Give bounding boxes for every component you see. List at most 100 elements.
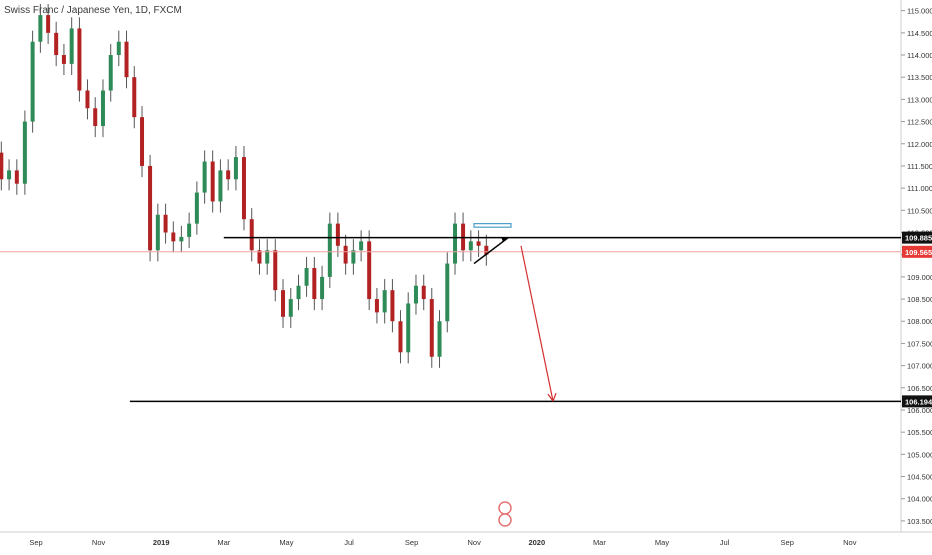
candle-body (171, 232, 176, 242)
candle-body (69, 28, 74, 64)
price-label: 106.194 (905, 397, 932, 406)
y-tick-label: 112.000 (907, 140, 932, 149)
black-arrow-line (473, 237, 509, 265)
candle-body (100, 90, 105, 127)
candle-body (187, 223, 192, 237)
candle-body (296, 285, 301, 300)
x-tick-label: Mar (217, 538, 230, 547)
price-label-box (902, 245, 932, 258)
x-tick-label: Nov (468, 538, 482, 547)
candle-body (304, 268, 309, 286)
x-tick-label: Nov (843, 538, 857, 547)
candle-body (218, 170, 223, 202)
y-tick-label: 107.500 (907, 339, 932, 348)
candle-body (38, 15, 43, 42)
candle-body (179, 236, 184, 242)
candle-body (374, 299, 379, 313)
candle-body (54, 32, 59, 56)
y-tick-label: 113.500 (907, 73, 932, 82)
y-tick-label: 108.500 (907, 295, 932, 304)
candle-body (484, 245, 489, 255)
price-label-box (902, 395, 932, 408)
price-label-box (902, 231, 932, 244)
x-tick-label: May (279, 538, 293, 547)
candle-body (155, 214, 160, 251)
y-tick-label: 113.000 (907, 95, 932, 104)
price-label: 109.885 (905, 234, 932, 243)
candle-body (124, 41, 129, 78)
candle-body (163, 214, 168, 233)
y-tick-label: 105.000 (907, 450, 932, 459)
candle-body (77, 28, 82, 91)
candle-body (413, 285, 418, 304)
x-tick-label: May (655, 538, 669, 547)
candle-body (343, 245, 348, 264)
y-tick-label: 115.000 (907, 7, 932, 16)
x-tick-label: Sep (29, 538, 42, 547)
x-tick-label: 2019 (153, 538, 170, 547)
y-tick-label: 106.500 (907, 384, 932, 393)
candle-body (359, 241, 364, 251)
x-tick-label: Sep (405, 538, 418, 547)
x-tick-label: Sep (781, 538, 794, 547)
candle-body (46, 15, 51, 33)
y-tick-label: 104.000 (907, 495, 932, 504)
y-tick-label: 111.000 (907, 184, 932, 193)
candle-body (30, 41, 35, 122)
candle-body (335, 223, 340, 246)
candle-body (327, 223, 332, 277)
candle-body (367, 241, 372, 300)
black-arrow-head (501, 236, 508, 242)
x-tick-label: Jul (344, 538, 354, 547)
y-tick-label: 114.500 (907, 29, 932, 38)
candle-body (476, 241, 481, 246)
candle-body (210, 161, 215, 202)
event-marker-icon[interactable] (498, 501, 512, 515)
candle-body (398, 321, 403, 353)
y-tick-label: 109.000 (907, 273, 932, 282)
candle-body (61, 55, 66, 64)
candle-body (257, 250, 262, 264)
candle-body (429, 299, 434, 357)
candle-body (312, 268, 317, 300)
red-arrow-line (520, 245, 554, 402)
candle-body (194, 192, 199, 224)
candle-body (241, 157, 246, 220)
y-tick-label: 103.500 (907, 517, 932, 526)
candle-body (406, 303, 411, 353)
candle-body (108, 55, 113, 91)
y-tick-label: 108.000 (907, 317, 932, 326)
y-tick-label: 105.500 (907, 428, 932, 437)
candle-body (453, 223, 458, 264)
candle-body (273, 250, 278, 291)
candle-body (382, 290, 387, 313)
candle-body (7, 170, 12, 180)
candle-body (437, 321, 442, 357)
candle-body (140, 117, 145, 166)
candle-body (233, 157, 238, 180)
y-tick-label: 106.000 (907, 406, 932, 415)
y-tick-label: 112.500 (907, 118, 932, 127)
y-tick-label: 114.000 (907, 51, 932, 60)
price-label: 109.565 (905, 248, 932, 257)
candle-body (22, 121, 27, 184)
candle-body (202, 161, 207, 193)
red-arrow-head (547, 392, 557, 402)
y-tick-label: 111.500 (907, 162, 932, 171)
x-tick-label: 2020 (528, 538, 545, 547)
candle-body (249, 219, 254, 251)
candle-body (265, 250, 270, 264)
candle-body (0, 152, 4, 180)
candle-body (288, 299, 293, 317)
candle-body (14, 170, 19, 184)
candle-body (320, 276, 325, 300)
x-tick-label: Nov (92, 538, 106, 547)
candle-body (468, 241, 473, 251)
event-marker-icon[interactable] (498, 513, 512, 527)
candle-body (116, 41, 121, 56)
candle-body (281, 290, 286, 317)
x-tick-label: Mar (593, 538, 606, 547)
candle-body (351, 250, 356, 264)
